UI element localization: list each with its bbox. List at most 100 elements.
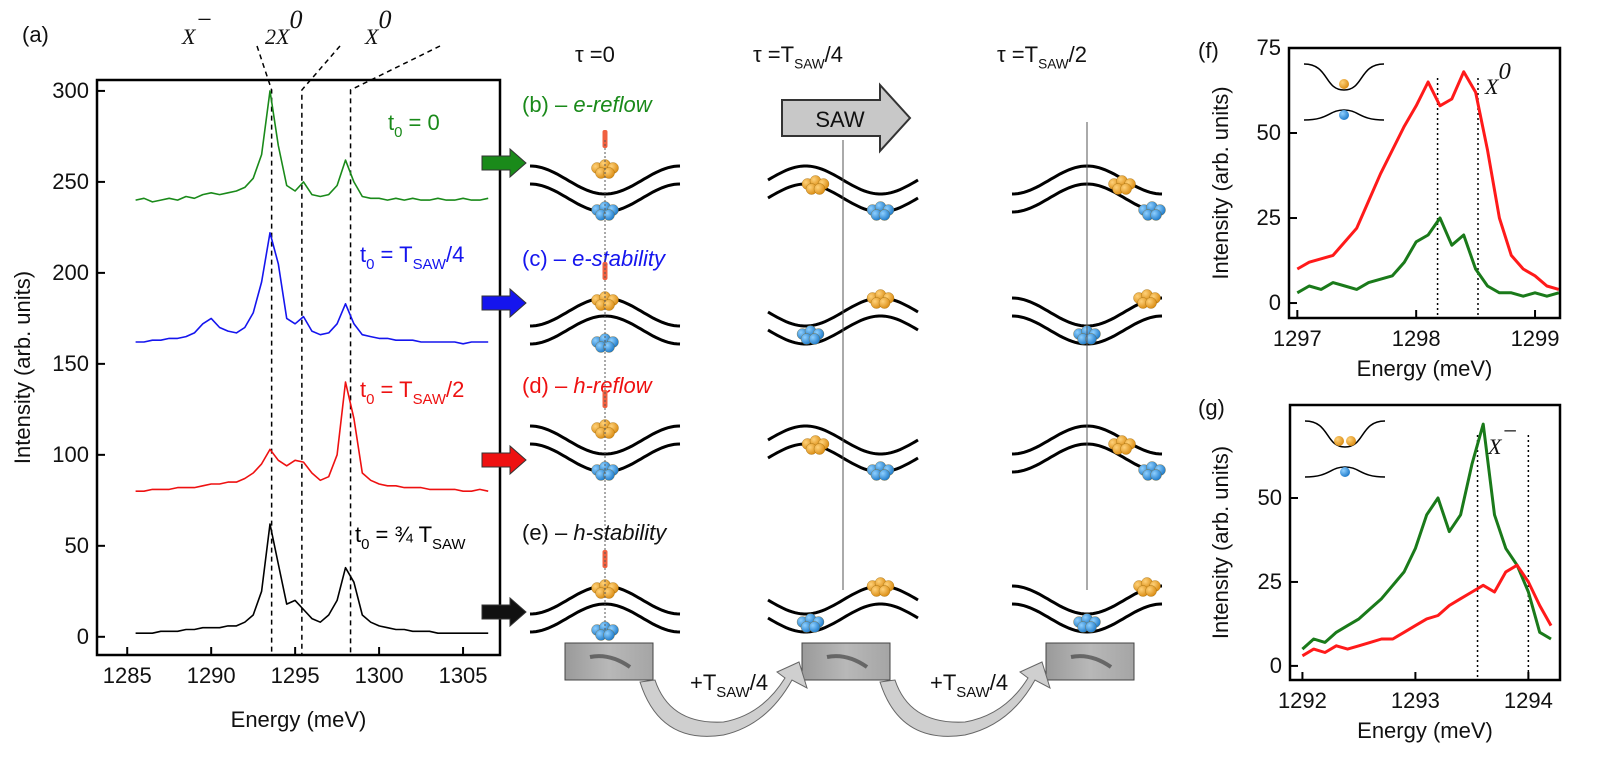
hole-cluster bbox=[878, 297, 891, 309]
text-part: X bbox=[1484, 74, 1500, 99]
x-tick-label: 1297 bbox=[1273, 326, 1322, 351]
electron-cluster bbox=[603, 341, 615, 353]
peak-line bbox=[301, 45, 341, 655]
y-axis-label: Intensity (arb. units) bbox=[1208, 86, 1233, 279]
text-part: t bbox=[355, 522, 361, 547]
peak-label: 2X0 bbox=[265, 5, 302, 49]
series-line bbox=[135, 90, 489, 203]
hole bbox=[1339, 79, 1349, 89]
hole-cluster bbox=[1145, 297, 1157, 309]
text-part: /4 bbox=[990, 670, 1008, 695]
electron-cluster bbox=[603, 209, 615, 221]
camera-image bbox=[801, 642, 891, 681]
row-label: (c) – e-stability bbox=[522, 246, 667, 271]
peak-label: X0 bbox=[364, 5, 391, 49]
text-part: 0 bbox=[289, 5, 302, 34]
x-tick-label: 1285 bbox=[103, 663, 152, 688]
y-tick-label: 100 bbox=[52, 442, 89, 467]
series-line bbox=[1301, 422, 1552, 651]
text-part: SAW bbox=[413, 391, 447, 408]
y-tick-label: 250 bbox=[52, 169, 89, 194]
electron-cluster bbox=[1085, 333, 1097, 345]
x-tick-label: 1294 bbox=[1504, 688, 1553, 713]
electron-cluster bbox=[1085, 621, 1097, 633]
column-title: τ =TSAW/2 bbox=[997, 42, 1087, 71]
laser-spot bbox=[602, 262, 608, 280]
peak-label: X− bbox=[181, 5, 213, 49]
electron-cluster bbox=[808, 621, 821, 633]
text-part: 0 bbox=[1498, 58, 1511, 85]
x-tick-label: 1290 bbox=[187, 663, 236, 688]
camera-image bbox=[1045, 642, 1135, 681]
hole-cluster bbox=[603, 299, 615, 311]
camera-image bbox=[564, 642, 654, 681]
series-label: t0 = TSAW/2 bbox=[360, 377, 464, 408]
x-tick-label: 1293 bbox=[1391, 688, 1440, 713]
text-part: (d) – bbox=[522, 373, 573, 398]
y-tick-label: 50 bbox=[1258, 485, 1282, 510]
text-part: h-stability bbox=[573, 520, 668, 545]
series-line bbox=[1296, 70, 1560, 291]
panel-label: (a) bbox=[22, 22, 49, 47]
text-part: /2 bbox=[446, 377, 464, 402]
hole-cluster bbox=[813, 183, 826, 195]
text-part: h-reflow bbox=[573, 373, 653, 398]
x-tick-label: 1305 bbox=[439, 663, 488, 688]
y-tick-label: 200 bbox=[52, 260, 89, 285]
text-part: = ¾ T bbox=[369, 522, 432, 547]
series-line bbox=[135, 232, 489, 345]
band-edge bbox=[767, 584, 919, 616]
text-part: 0 bbox=[366, 391, 374, 408]
x-axis-label: Energy (meV) bbox=[231, 707, 367, 732]
series-label: t0 = 0 bbox=[388, 110, 440, 141]
text-part: SAW bbox=[432, 536, 466, 553]
hole-cluster bbox=[1120, 183, 1132, 195]
x-tick-label: 1292 bbox=[1278, 688, 1327, 713]
peak-line bbox=[349, 45, 441, 655]
text-part: = 0 bbox=[402, 110, 439, 135]
plot-frame bbox=[95, 78, 502, 657]
y-axis-label: Intensity (arb. units) bbox=[10, 271, 35, 464]
y-tick-label: 0 bbox=[1269, 290, 1281, 315]
step-arrow bbox=[879, 661, 1051, 737]
text-part: τ =T bbox=[997, 42, 1038, 67]
text-part: 0 bbox=[394, 124, 402, 141]
text-part: t bbox=[360, 242, 366, 267]
text-part: (c) – bbox=[522, 246, 572, 271]
y-tick-label: 50 bbox=[1257, 120, 1281, 145]
x-tick-label: 1295 bbox=[271, 663, 320, 688]
text-part: SAW bbox=[956, 684, 990, 701]
step-label: +TSAW/4 bbox=[930, 670, 1008, 701]
hole bbox=[1334, 436, 1344, 446]
hole-cluster bbox=[878, 585, 891, 597]
series-label: t0 = ¾ TSAW bbox=[355, 522, 466, 553]
laser-spot bbox=[602, 550, 608, 568]
row-label: (b) – e-reflow bbox=[522, 92, 654, 117]
y-tick-label: 50 bbox=[65, 533, 89, 558]
text-part: SAW bbox=[1038, 56, 1069, 71]
electron bbox=[1340, 467, 1350, 477]
row-arrow bbox=[481, 147, 527, 179]
band-edge bbox=[529, 424, 681, 456]
text-part: X bbox=[364, 24, 380, 49]
series-line bbox=[135, 381, 489, 492]
y-tick-label: 75 bbox=[1257, 35, 1281, 60]
hole-cluster bbox=[1120, 443, 1132, 455]
series-label: t0 = TSAW/4 bbox=[360, 242, 464, 273]
text-part: /4 bbox=[750, 670, 768, 695]
x-tick-label: 1299 bbox=[1511, 326, 1560, 351]
text-part: 2X bbox=[265, 24, 291, 49]
image-feature bbox=[589, 654, 632, 669]
x-axis-label: Energy (meV) bbox=[1357, 356, 1493, 381]
series-line bbox=[1296, 216, 1560, 298]
text-part: τ =0 bbox=[575, 42, 615, 67]
column-title: τ =0 bbox=[575, 42, 615, 67]
y-tick-label: 0 bbox=[77, 624, 89, 649]
row-label: (e) – h-stability bbox=[522, 520, 668, 545]
text-part: e-stability bbox=[572, 246, 667, 271]
laser-spot bbox=[602, 390, 608, 408]
text-part: +T bbox=[690, 670, 716, 695]
text-part: t bbox=[360, 377, 366, 402]
y-tick-label: 0 bbox=[1270, 653, 1282, 678]
text-part: X bbox=[1487, 434, 1503, 459]
